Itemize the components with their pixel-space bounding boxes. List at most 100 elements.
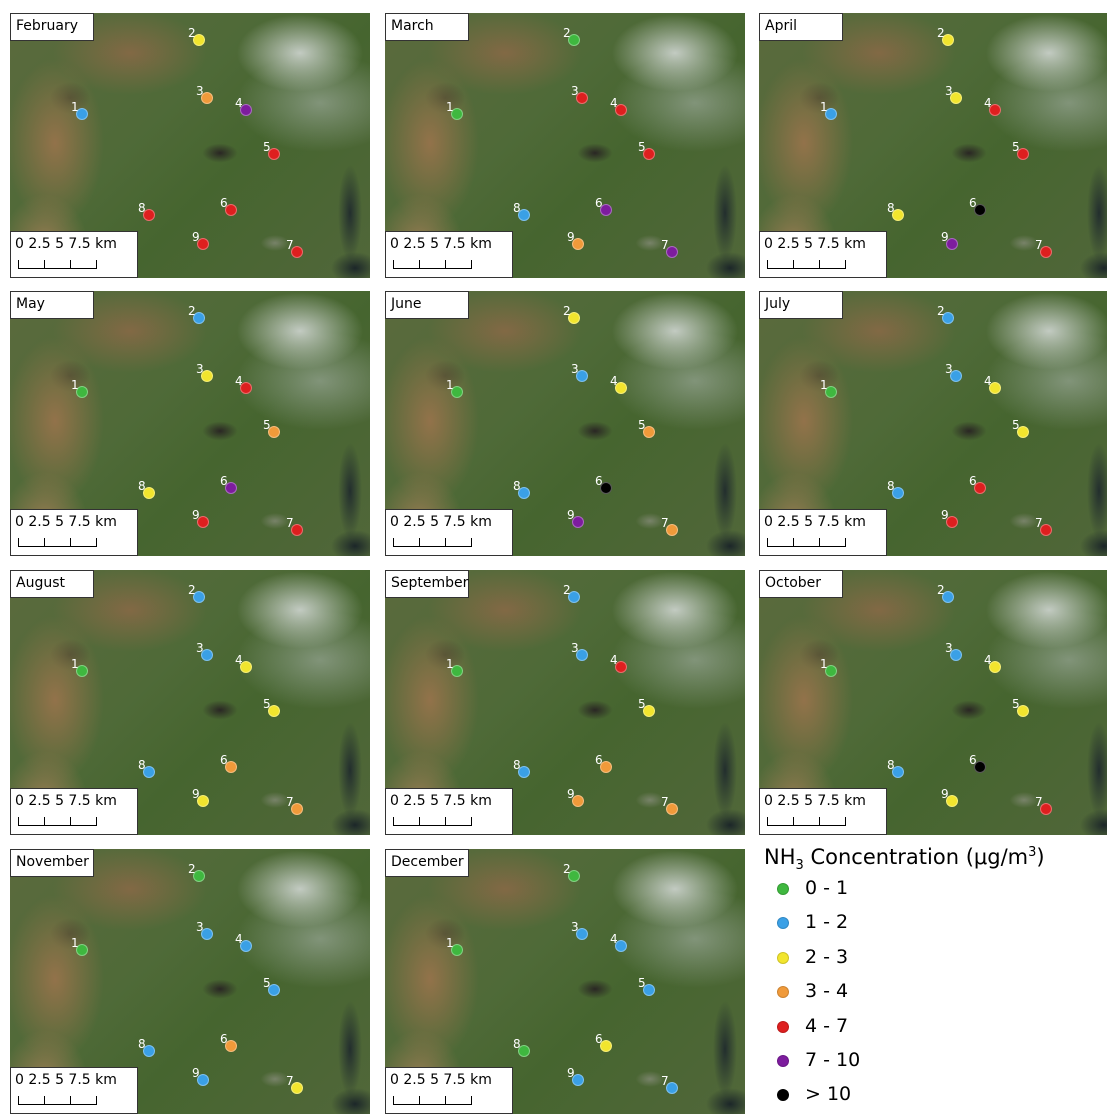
site-label-6: 6 [969, 197, 977, 209]
scale-bar-tick [445, 538, 446, 547]
site-label-9: 9 [192, 231, 200, 243]
site-label-6: 6 [595, 754, 603, 766]
scale-bar-tick [471, 817, 472, 826]
legend-label: 2 - 3 [805, 946, 848, 968]
site-label-6: 6 [220, 1033, 228, 1045]
legend-item: 1 - 2 [777, 911, 977, 935]
site-label-7: 7 [1035, 796, 1043, 808]
site-label-5: 5 [638, 977, 646, 989]
scale-bar-line [393, 268, 471, 269]
month-label: September [385, 570, 469, 598]
site-label-6: 6 [595, 1033, 603, 1045]
scale-bar-tick [419, 538, 420, 547]
site-label-6: 6 [220, 754, 228, 766]
scale-bar-label: 0 2.5 5 7.5 km [390, 793, 492, 809]
site-label-8: 8 [513, 202, 521, 214]
scale-bar-tick [819, 260, 820, 269]
scale-bar-tick [18, 817, 19, 826]
site-label-4: 4 [235, 654, 243, 666]
scale-bar-label: 0 2.5 5 7.5 km [15, 1072, 117, 1088]
site-label-5: 5 [638, 698, 646, 710]
site-label-5: 5 [1012, 419, 1020, 431]
site-label-1: 1 [71, 658, 79, 670]
scale-bar: 0 2.5 5 7.5 km [10, 509, 138, 556]
scale-bar-tick [44, 817, 45, 826]
site-label-3: 3 [571, 363, 579, 375]
scale-bar-label: 0 2.5 5 7.5 km [764, 793, 866, 809]
scale-bar-tick [419, 260, 420, 269]
site-label-7: 7 [661, 517, 669, 529]
scale-bar-line [18, 546, 96, 547]
site-label-6: 6 [220, 197, 228, 209]
site-label-5: 5 [1012, 698, 1020, 710]
legend-marker-icon [777, 1055, 789, 1067]
site-label-1: 1 [446, 101, 454, 113]
scale-bar-tick [767, 260, 768, 269]
scale-bar-tick [18, 1096, 19, 1105]
site-label-7: 7 [1035, 517, 1043, 529]
scale-bar-tick [70, 817, 71, 826]
scale-bar-label: 0 2.5 5 7.5 km [764, 514, 866, 530]
site-label-1: 1 [820, 101, 828, 113]
site-label-3: 3 [945, 363, 953, 375]
scale-bar: 0 2.5 5 7.5 km [759, 231, 887, 278]
map-panel-april: 1 2 3 4 5 6 7 8 9 April 0 2.5 5 7.5 km [759, 13, 1107, 278]
scale-bar: 0 2.5 5 7.5 km [385, 1067, 513, 1114]
site-label-6: 6 [220, 475, 228, 487]
scale-bar-line [767, 546, 845, 547]
scale-bar-tick [96, 260, 97, 269]
month-label: June [385, 291, 469, 319]
site-label-3: 3 [571, 921, 579, 933]
map-panel-december: 1 2 3 4 5 6 7 8 9 December 0 2.5 5 7.5 km [385, 849, 745, 1114]
month-label: December [385, 849, 469, 877]
site-label-3: 3 [945, 85, 953, 97]
site-label-8: 8 [887, 202, 895, 214]
site-label-3: 3 [945, 642, 953, 654]
site-label-9: 9 [192, 509, 200, 521]
legend-marker-icon [777, 952, 789, 964]
scale-bar-tick [44, 538, 45, 547]
site-label-7: 7 [286, 796, 294, 808]
site-label-4: 4 [984, 654, 992, 666]
scale-bar: 0 2.5 5 7.5 km [10, 231, 138, 278]
scale-bar-tick [445, 817, 446, 826]
scale-bar-label: 0 2.5 5 7.5 km [15, 793, 117, 809]
scale-bar-label: 0 2.5 5 7.5 km [15, 236, 117, 252]
legend-title: NH3 Concentration (μg/m3) [764, 845, 1045, 873]
site-label-2: 2 [188, 27, 196, 39]
map-legend: NH3 Concentration (μg/m3) 0 - 1 1 - 2 2 … [755, 845, 1100, 1105]
month-label: April [759, 13, 843, 41]
scale-bar-tick [96, 1096, 97, 1105]
legend-label: 0 - 1 [805, 877, 848, 899]
site-label-7: 7 [1035, 239, 1043, 251]
scale-bar-tick [393, 260, 394, 269]
site-label-2: 2 [937, 305, 945, 317]
legend-label: 3 - 4 [805, 980, 848, 1002]
scale-bar-tick [471, 260, 472, 269]
scale-bar-tick [393, 1096, 394, 1105]
site-label-4: 4 [610, 933, 618, 945]
scale-bar-line [393, 825, 471, 826]
month-label: November [10, 849, 94, 877]
site-label-4: 4 [235, 933, 243, 945]
scale-bar: 0 2.5 5 7.5 km [10, 788, 138, 835]
scale-bar-tick [793, 538, 794, 547]
site-label-7: 7 [661, 239, 669, 251]
site-label-2: 2 [563, 863, 571, 875]
scale-bar-tick [793, 817, 794, 826]
legend-item: 4 - 7 [777, 1015, 977, 1039]
scale-bar-tick [845, 260, 846, 269]
scale-bar-label: 0 2.5 5 7.5 km [390, 514, 492, 530]
site-label-6: 6 [595, 475, 603, 487]
site-label-1: 1 [446, 658, 454, 670]
site-label-9: 9 [941, 231, 949, 243]
scale-bar-tick [96, 817, 97, 826]
scale-bar: 0 2.5 5 7.5 km [385, 509, 513, 556]
legend-marker-icon [777, 1021, 789, 1033]
scale-bar-line [767, 825, 845, 826]
scale-bar: 0 2.5 5 7.5 km [759, 788, 887, 835]
month-label: July [759, 291, 843, 319]
site-label-2: 2 [563, 27, 571, 39]
site-label-5: 5 [263, 141, 271, 153]
site-label-9: 9 [567, 231, 575, 243]
